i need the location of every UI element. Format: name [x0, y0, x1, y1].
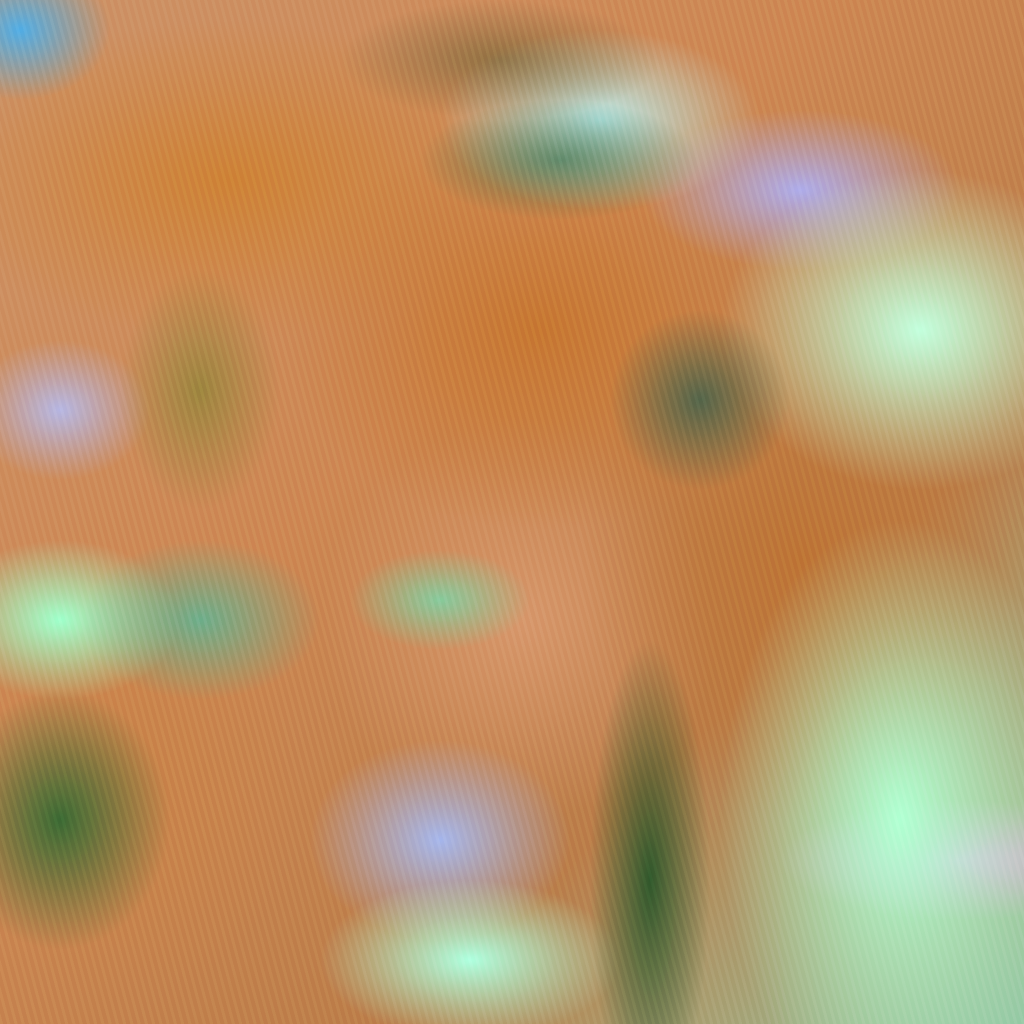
shadow-layer — [0, 0, 1024, 1024]
false-color-satellite-image — [0, 0, 1024, 1024]
texture-overlay — [0, 0, 1024, 1024]
